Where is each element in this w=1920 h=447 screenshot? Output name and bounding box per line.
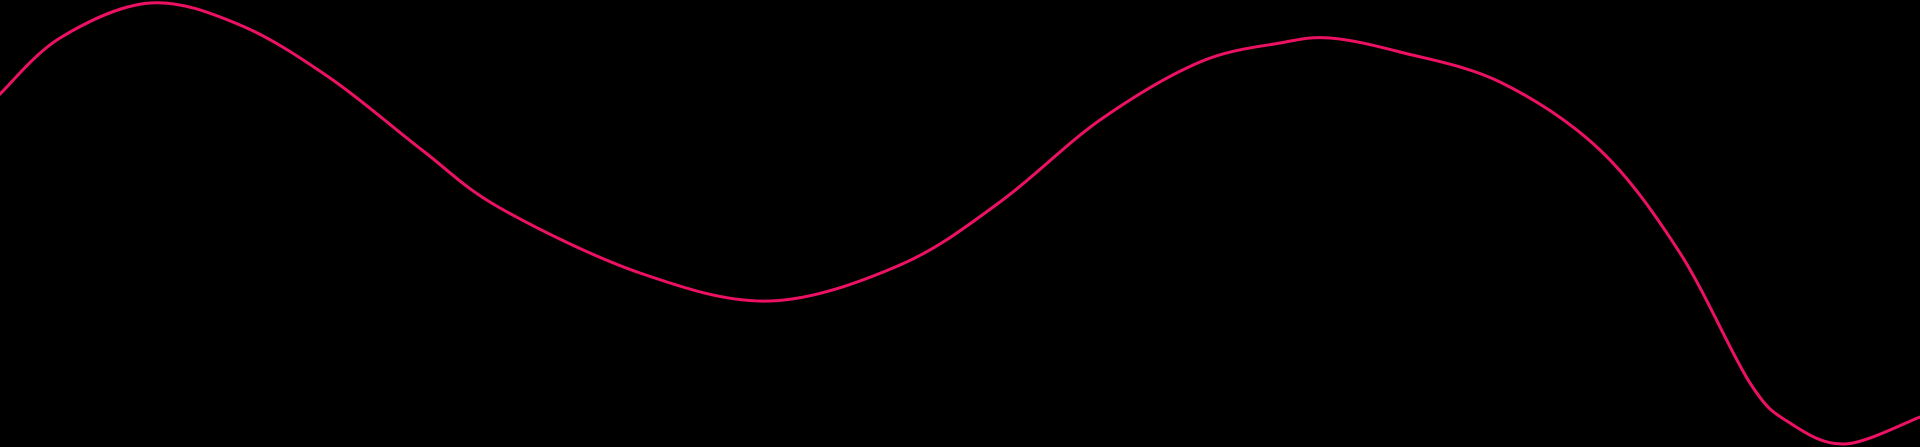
- wave-chart-svg: [0, 0, 1920, 447]
- black-canvas: [0, 0, 1920, 447]
- pink-wave-curve: [0, 1, 1920, 446]
- chart-background: [0, 0, 1920, 447]
